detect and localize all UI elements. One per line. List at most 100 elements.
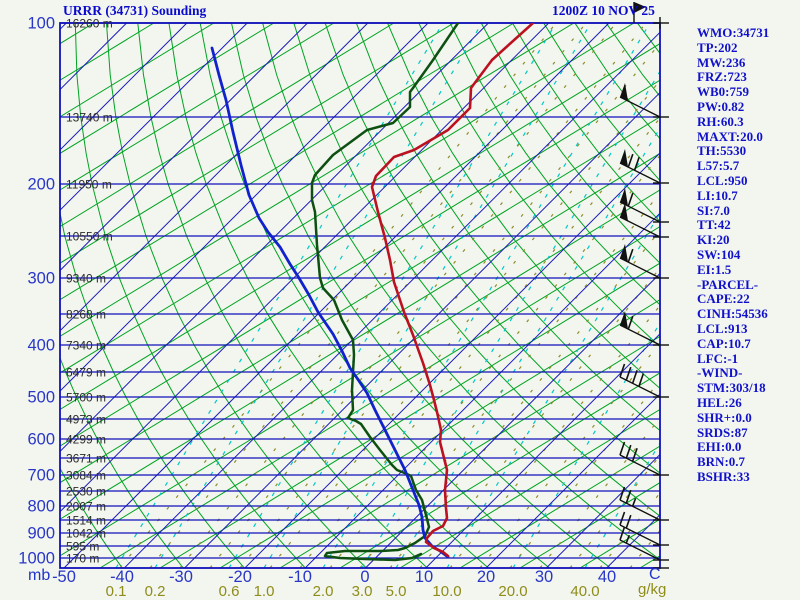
isotherm-line — [60, 23, 67, 31]
wind-barb — [619, 149, 661, 184]
temp-tick-label: -40 — [110, 568, 134, 586]
mixing-ratio-tick-label: 3.0 — [352, 583, 373, 600]
pressure-tick-label: 100 — [27, 15, 55, 33]
isotherm-line — [244, 152, 660, 568]
wind-barb — [633, 2, 646, 23]
stat-line: HEL:26 — [697, 394, 742, 410]
dry-adiabat-line — [60, 467, 123, 568]
stat-line: FRZ:723 — [697, 69, 747, 85]
stat-line: SI:7.0 — [697, 202, 730, 218]
isotherm-line — [60, 23, 369, 332]
isotherm-line — [304, 212, 660, 568]
dry-adiabat-line — [137, 23, 429, 568]
wind-barb — [619, 83, 661, 118]
pressure-tick-label: 700 — [27, 467, 55, 485]
stat-line: RH:60.3 — [697, 113, 744, 129]
height-label: 4299 m — [66, 433, 106, 447]
height-label: 11950 m — [66, 178, 112, 192]
mixing-ratio-line — [154, 23, 483, 568]
height-label: 6479 m — [66, 366, 106, 380]
stat-line: SHR+:0.0 — [697, 409, 752, 425]
temp-tick-label: 10 — [415, 568, 433, 586]
temperature-unit-label: C — [649, 566, 661, 583]
green-diagonal-line — [60, 116, 660, 484]
stat-line: BRN:0.7 — [697, 454, 746, 470]
dry-adiabat-line — [74, 23, 306, 568]
stat-line: EI:1.5 — [697, 261, 732, 277]
wind-barb — [619, 486, 661, 521]
page-title: URRR (34731) Sounding — [63, 3, 207, 18]
stat-line: EHI:0.0 — [697, 439, 742, 455]
green-diagonal-line — [0, 23, 34, 568]
height-label: 10550 m — [66, 230, 113, 244]
height-label: 7340 m — [66, 339, 106, 353]
stat-line: CAPE:22 — [697, 291, 750, 307]
wind-barb — [619, 311, 661, 346]
height-label: 4973 m — [66, 413, 106, 427]
mixing-ratio-tick-label: 0.6 — [219, 583, 240, 600]
dry-adiabat-line — [106, 23, 368, 568]
dry-adiabat-line — [60, 210, 245, 568]
wind-barb — [619, 188, 661, 223]
height-label: 16260 m — [66, 17, 113, 31]
moist-adiabat-line — [209, 23, 647, 568]
isotherm-line — [365, 272, 660, 568]
wind-barb — [619, 511, 661, 546]
stat-line: WB0:759 — [697, 84, 749, 100]
temp-tick-label: 0 — [360, 568, 369, 586]
mixing-ratio-line — [263, 23, 592, 568]
mixing-ratio-tick-label: 1.0 — [254, 583, 275, 600]
isotherm-line — [546, 453, 660, 568]
isotherm-line — [60, 23, 127, 91]
wind-barb — [619, 526, 661, 561]
temp-tick-label: -20 — [228, 568, 252, 586]
mixing-ratio-tick-label: 0.1 — [106, 583, 127, 600]
green-diagonal-line — [60, 152, 660, 520]
temp-tick-label: -30 — [169, 568, 193, 586]
stat-line: CINH:54536 — [697, 306, 768, 322]
mixing-ratio-line — [228, 23, 557, 568]
dry-adiabat-line — [449, 23, 660, 306]
mixing-ratio-line — [322, 23, 651, 568]
stat-line: LFC:-1 — [697, 350, 739, 366]
height-label: 170 m — [66, 552, 99, 566]
green-diagonal-line — [219, 299, 660, 568]
green-diagonal-line — [60, 23, 395, 228]
temp-tick-label: 40 — [598, 568, 616, 586]
dry-adiabat-line — [60, 356, 184, 568]
temp-tick-label: 20 — [477, 568, 495, 586]
dry-adiabat-line — [293, 23, 660, 517]
green-diagonal-line — [339, 372, 660, 568]
wind-barb — [619, 363, 661, 398]
stat-line: TP:202 — [697, 39, 738, 55]
mixing-ratio-tick-label: 2.0 — [313, 583, 334, 600]
pressure-tick-label: 1000 — [18, 550, 55, 568]
green-diagonal-line — [60, 43, 660, 411]
pressure-tick-label: 200 — [27, 176, 55, 194]
green-diagonal-line — [60, 23, 575, 337]
isotherm-line — [60, 23, 248, 211]
dry-adiabat-line — [355, 23, 660, 432]
green-diagonal-line — [60, 189, 660, 557]
wetbulb-curve — [310, 23, 460, 562]
isotherm-line — [485, 393, 660, 568]
height-label: 1042 m — [66, 527, 106, 541]
stat-line: WMO:34731 — [697, 25, 770, 40]
mixing-ratio-tick-label: 40.0 — [570, 583, 599, 600]
stats-panel: WMO:34731 TP:202 MW:236 FRZ:723 WB0:759 PW:0.… — [697, 25, 799, 485]
stat-line: KI:20 — [697, 232, 730, 248]
mixing-ratio-unit-label: g/kg — [638, 581, 667, 598]
pressure-tick-label: 900 — [27, 525, 55, 543]
pressure-tick-label: 500 — [27, 389, 55, 407]
pressure-tick-label: 400 — [27, 337, 55, 355]
mixing-ratio-tick-label: 0.2 — [145, 583, 166, 600]
dry-adiabat-line — [231, 23, 612, 568]
green-diagonal-line — [60, 23, 215, 118]
temperature-curve — [370, 23, 535, 558]
mixing-ratio-line — [115, 23, 444, 568]
height-label: 595 m — [66, 540, 99, 554]
isotherm-line — [60, 23, 188, 151]
stat-line: SW:104 — [697, 246, 741, 262]
mixing-ratio-tick-label: 10.0 — [432, 583, 461, 600]
